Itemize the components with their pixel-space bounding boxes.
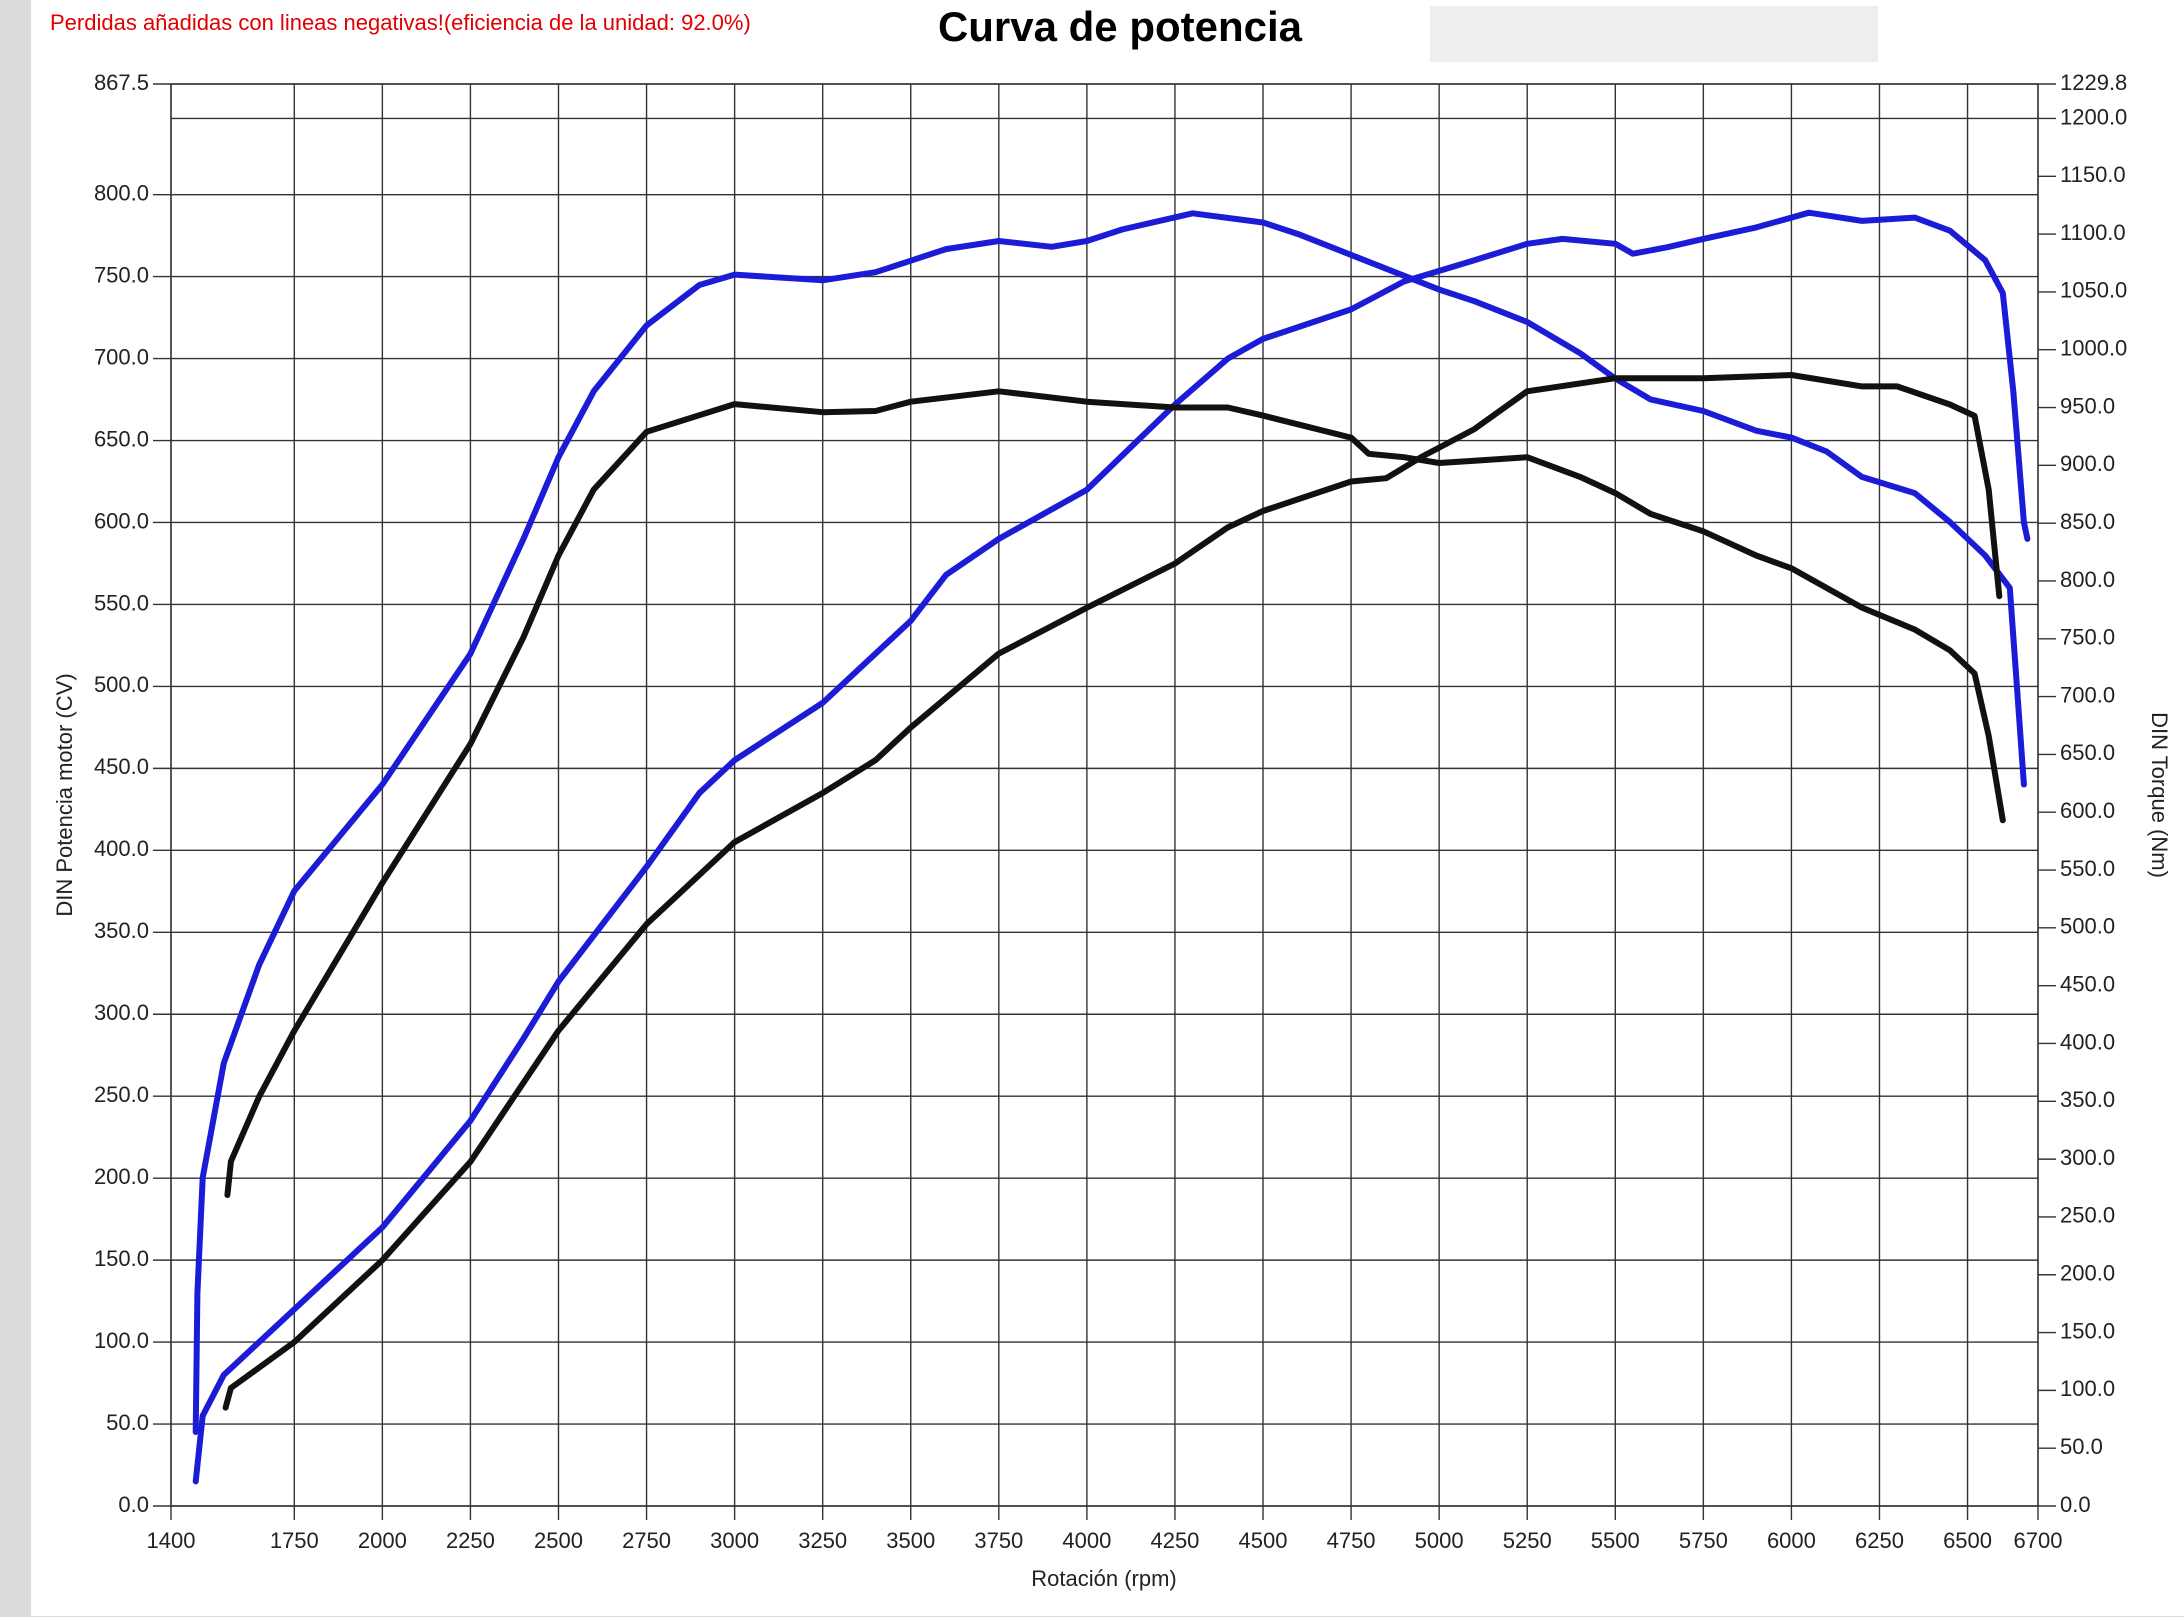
x-tick-label: 5250 (1503, 1528, 1552, 1553)
y2-tick-label: 650.0 (2060, 740, 2115, 765)
x-tick-label: 6700 (2014, 1528, 2063, 1553)
y-tick-label: 300.0 (94, 1000, 149, 1025)
plot-frame (170, 83, 2039, 1507)
y-tick-label: 100.0 (94, 1328, 149, 1353)
y-tick-label: 650.0 (94, 426, 149, 451)
y-axis-label: DIN Potencia motor (CV) (52, 673, 77, 916)
y2-tick-label: 1100.0 (2060, 220, 2126, 245)
x-tick-label: 3500 (886, 1528, 935, 1553)
y2-tick-label: 750.0 (2060, 625, 2115, 650)
y-tick-label: 350.0 (94, 918, 149, 943)
y-tick-label: 400.0 (94, 836, 149, 861)
x-tick-label: 2500 (534, 1528, 583, 1553)
x-tick-label: 4250 (1150, 1528, 1199, 1553)
y-tick-label: 700.0 (94, 344, 149, 369)
y2-tick-label: 850.0 (2060, 509, 2115, 534)
x-tick-label: 4750 (1327, 1528, 1376, 1553)
y2-tick-label: 950.0 (2060, 393, 2115, 418)
x-tick-label: 1400 (147, 1528, 196, 1553)
y-tick-label: 0.0 (118, 1492, 149, 1517)
y2-tick-label: 200.0 (2060, 1261, 2115, 1286)
y2-tick-label: 500.0 (2060, 914, 2115, 939)
y-tick-label: 450.0 (94, 754, 149, 779)
x-tick-label: 2000 (358, 1528, 407, 1553)
y2-tick-label: 1050.0 (2060, 278, 2127, 303)
panel (31, 0, 2184, 1616)
y-tick-label: 600.0 (94, 508, 149, 533)
y2-tick-label: 0.0 (2060, 1492, 2091, 1517)
x-tick-label: 3250 (798, 1528, 847, 1553)
y-tick-label: 150.0 (94, 1246, 149, 1271)
x-tick-label: 3000 (710, 1528, 759, 1553)
x-tick-label: 2250 (446, 1528, 495, 1553)
y2-tick-label: 700.0 (2060, 682, 2115, 707)
x-tick-label: 6500 (1943, 1528, 1992, 1553)
y2-tick-label: 400.0 (2060, 1029, 2115, 1054)
y2-tick-label: 550.0 (2060, 856, 2115, 881)
y-tick-label: 500.0 (94, 672, 149, 697)
y2-tick-label: 1200.0 (2060, 104, 2127, 129)
y2-tick-label: 900.0 (2060, 451, 2115, 476)
y-tick-label: 250.0 (94, 1082, 149, 1107)
x-tick-label: 6000 (1767, 1528, 1816, 1553)
y2-axis-label: DIN Torque (Nm) (2147, 712, 2172, 878)
y2-tick-label: 450.0 (2060, 971, 2115, 996)
series-line (192, 210, 2027, 1435)
y2-tick-label: 1150.0 (2060, 162, 2126, 187)
x-tick-label: 1750 (270, 1528, 319, 1553)
series-line (224, 388, 2006, 1198)
y-tick-label: 867.5 (94, 70, 149, 95)
x-tick-label: 5500 (1591, 1528, 1640, 1553)
header-box (1430, 6, 1878, 62)
y2-tick-label: 150.0 (2060, 1318, 2115, 1343)
note: Perdidas añadidas con lineas negativas!(… (50, 10, 751, 35)
x-tick-label: 5750 (1679, 1528, 1728, 1553)
y2-tick-label: 350.0 (2060, 1087, 2115, 1112)
y2-tick-label: 50.0 (2060, 1434, 2103, 1459)
series-line (222, 372, 2003, 1411)
x-tick-label: 5000 (1415, 1528, 1464, 1553)
x-axis-label: Rotación (rpm) (1031, 1566, 1176, 1591)
y2-tick-label: 100.0 (2060, 1376, 2115, 1401)
x-tick-label: 2750 (622, 1528, 671, 1553)
y-tick-label: 200.0 (94, 1164, 149, 1189)
y-tick-label: 750.0 (94, 262, 149, 287)
y2-tick-label: 250.0 (2060, 1203, 2115, 1228)
x-tick-label: 4000 (1062, 1528, 1111, 1553)
y2-tick-label: 300.0 (2060, 1145, 2115, 1170)
y2-tick-label: 800.0 (2060, 567, 2115, 592)
x-tick-label: 6250 (1855, 1528, 1904, 1553)
x-tick-label: 3750 (974, 1528, 1023, 1553)
y2-tick-label: 600.0 (2060, 798, 2115, 823)
chart-title: Curva de potencia (938, 3, 1303, 50)
y2-tick-label: 1229.8 (2060, 70, 2127, 95)
y-tick-label: 50.0 (106, 1410, 149, 1435)
series-line (192, 209, 2031, 1485)
x-tick-label: 4500 (1239, 1528, 1288, 1553)
y-tick-label: 800.0 (94, 180, 149, 205)
y-tick-label: 550.0 (94, 590, 149, 615)
y2-tick-label: 1000.0 (2060, 336, 2127, 361)
